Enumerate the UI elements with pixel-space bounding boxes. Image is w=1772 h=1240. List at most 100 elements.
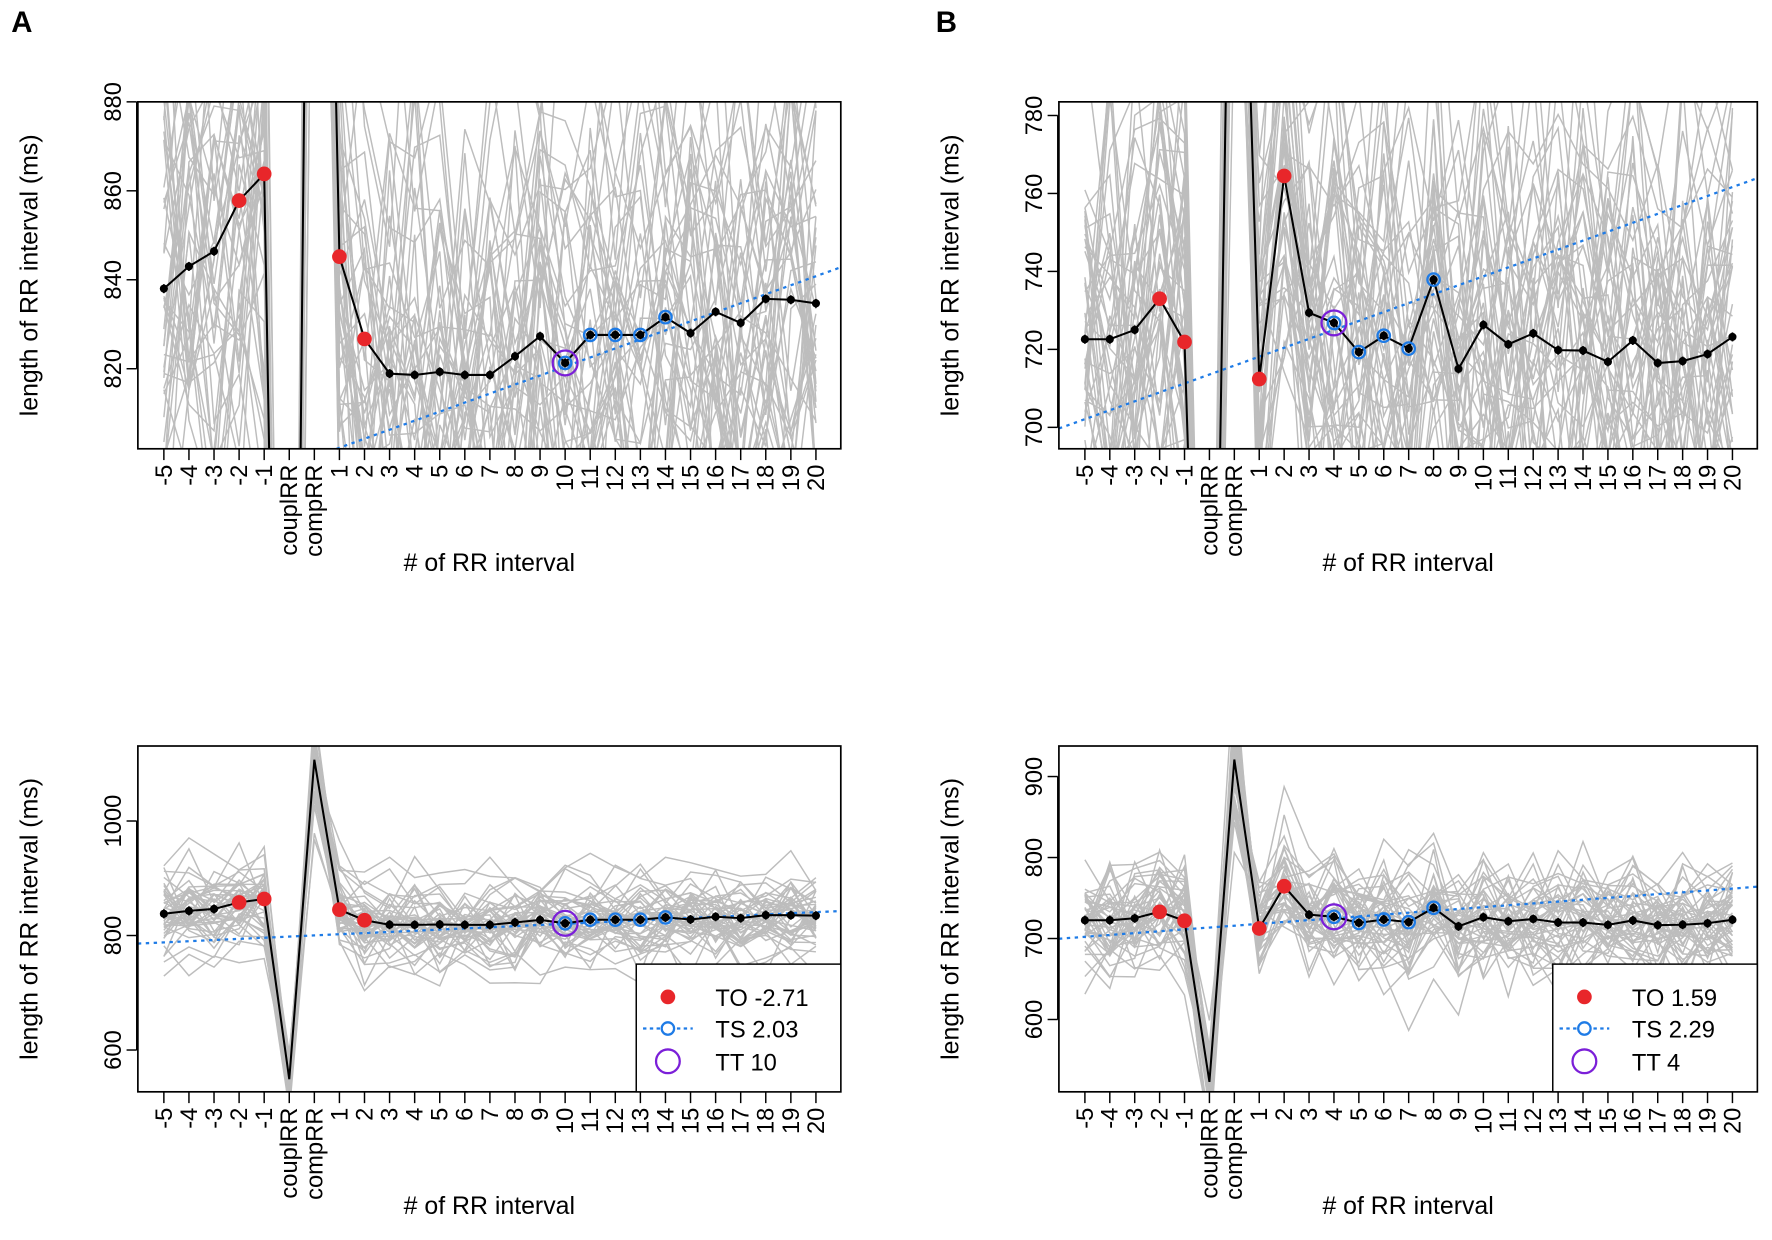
x-tick-label: 13 [1546, 465, 1572, 491]
x-tick-label: 18 [754, 465, 780, 491]
individual-trace [1084, 746, 1733, 1053]
to-point [231, 193, 247, 208]
mean-point [1130, 325, 1139, 334]
y-axis-title: length of RR interval (ms) [936, 778, 964, 1060]
ts-point [557, 355, 573, 371]
y-tick-label: 820 [101, 349, 127, 389]
x-tick-label: 16 [704, 1108, 730, 1134]
mean-point [1404, 344, 1413, 353]
mean-point [1354, 918, 1363, 927]
ts-point [582, 912, 598, 928]
mean-point [1728, 915, 1737, 924]
y-tick-label: 1000 [101, 795, 127, 848]
mean-point [1429, 275, 1438, 284]
mean-point [385, 369, 394, 378]
x-tick-label: 2 [352, 465, 378, 478]
legend-to-label: TO -2.71 [715, 986, 808, 1012]
x-tick-label: 17 [729, 465, 755, 491]
mean-point [159, 909, 168, 918]
x-tick-label: 5 [1347, 1108, 1373, 1121]
x-tick-label: 1 [327, 1108, 353, 1121]
mean-point [209, 904, 219, 914]
mean-point [1080, 335, 1089, 344]
x-tick-label: 9 [528, 465, 554, 478]
x-tick-label: -3 [202, 465, 228, 486]
x-tick-label: compRR [1222, 465, 1248, 557]
ts-point [607, 327, 623, 343]
x-tick-label: -3 [1123, 465, 1149, 486]
individual-trace [163, 773, 817, 1067]
x-tick-label: 6 [453, 465, 479, 478]
x-tick-label: 8 [1421, 1108, 1447, 1121]
mean-point [1304, 910, 1314, 919]
to-point [1177, 913, 1192, 929]
x-tick-label: 7 [1397, 465, 1423, 478]
to-point [231, 895, 247, 910]
legend-to-label: TO 1.59 [1632, 986, 1717, 1012]
x-tick-label: 15 [1596, 465, 1622, 491]
mean-point [811, 299, 821, 308]
x-tick-label: 11 [578, 1108, 604, 1133]
mean-point [636, 330, 645, 339]
x-tick-label: -2 [1148, 1108, 1174, 1129]
panel-A-full: -5 -4 -3 -2 -1 couplRR compRR 1 2 3 4 5 6 7 8 9 10 11 12 13… [15, 745, 842, 1220]
individual-trace [1084, 757, 1733, 1076]
mean-point [1628, 336, 1637, 345]
ts-point [557, 915, 573, 931]
y-tick-label: 600 [101, 1030, 127, 1070]
to-point [332, 249, 347, 264]
to-point [1152, 291, 1167, 307]
y-tick-label: 780 [1022, 96, 1048, 136]
to-point [1276, 878, 1292, 894]
legend-to-icon [660, 989, 676, 1005]
mean-point [1454, 922, 1463, 931]
mean-point [1379, 915, 1388, 924]
mean-point [1105, 335, 1114, 344]
to-point [256, 891, 272, 907]
mean-point [661, 913, 670, 922]
x-tick-label: 20 [1720, 1108, 1746, 1134]
x-tick-label: -5 [152, 465, 178, 486]
x-tick-label: 6 [453, 1108, 479, 1121]
tt-marker [551, 349, 579, 377]
x-tick-label: 2 [352, 1108, 378, 1121]
mean-point [1404, 918, 1413, 927]
ts-point [658, 309, 673, 325]
mean-point [711, 912, 720, 921]
x-tick-label: -5 [1073, 465, 1099, 486]
x-tick-label: 1 [1247, 1108, 1273, 1121]
ts-point [1376, 912, 1392, 927]
x-tick-label: couplRR [1197, 1108, 1223, 1199]
ts-regression-line [1058, 885, 1758, 940]
mean-point [1678, 357, 1687, 366]
x-tick-label: -1 [252, 465, 278, 486]
legend-tt-icon [654, 1048, 681, 1075]
mean-point [410, 920, 419, 929]
x-tick-label: 6 [1372, 1108, 1398, 1121]
x-tick-label: -1 [252, 1108, 278, 1129]
y-tick-label: 740 [1022, 252, 1048, 292]
mean-point [1329, 318, 1339, 327]
x-tick-label: couplRR [1197, 465, 1223, 556]
x-tick-label: 5 [1347, 465, 1373, 478]
x-tick-label: 14 [653, 465, 679, 491]
mean-point [586, 330, 595, 339]
mean-point [184, 906, 194, 915]
mean-point [761, 294, 770, 303]
mean-point [1578, 918, 1588, 927]
x-tick-label: -4 [177, 1108, 203, 1129]
x-tick-label: 4 [403, 1108, 429, 1121]
mean-point [209, 247, 219, 256]
mean-point [586, 915, 595, 924]
mean-point [510, 352, 520, 361]
x-tick-label: -5 [1073, 1108, 1099, 1129]
ts-regression-line [1058, 177, 1758, 430]
mean-point [435, 920, 444, 929]
ts-point [607, 912, 623, 928]
x-tick-label: 18 [754, 1108, 780, 1134]
x-tick-label: 7 [478, 1108, 504, 1121]
x-tick-label: 2 [1272, 465, 1298, 478]
x-tick-label: 19 [1695, 465, 1721, 491]
to-point [256, 166, 272, 182]
